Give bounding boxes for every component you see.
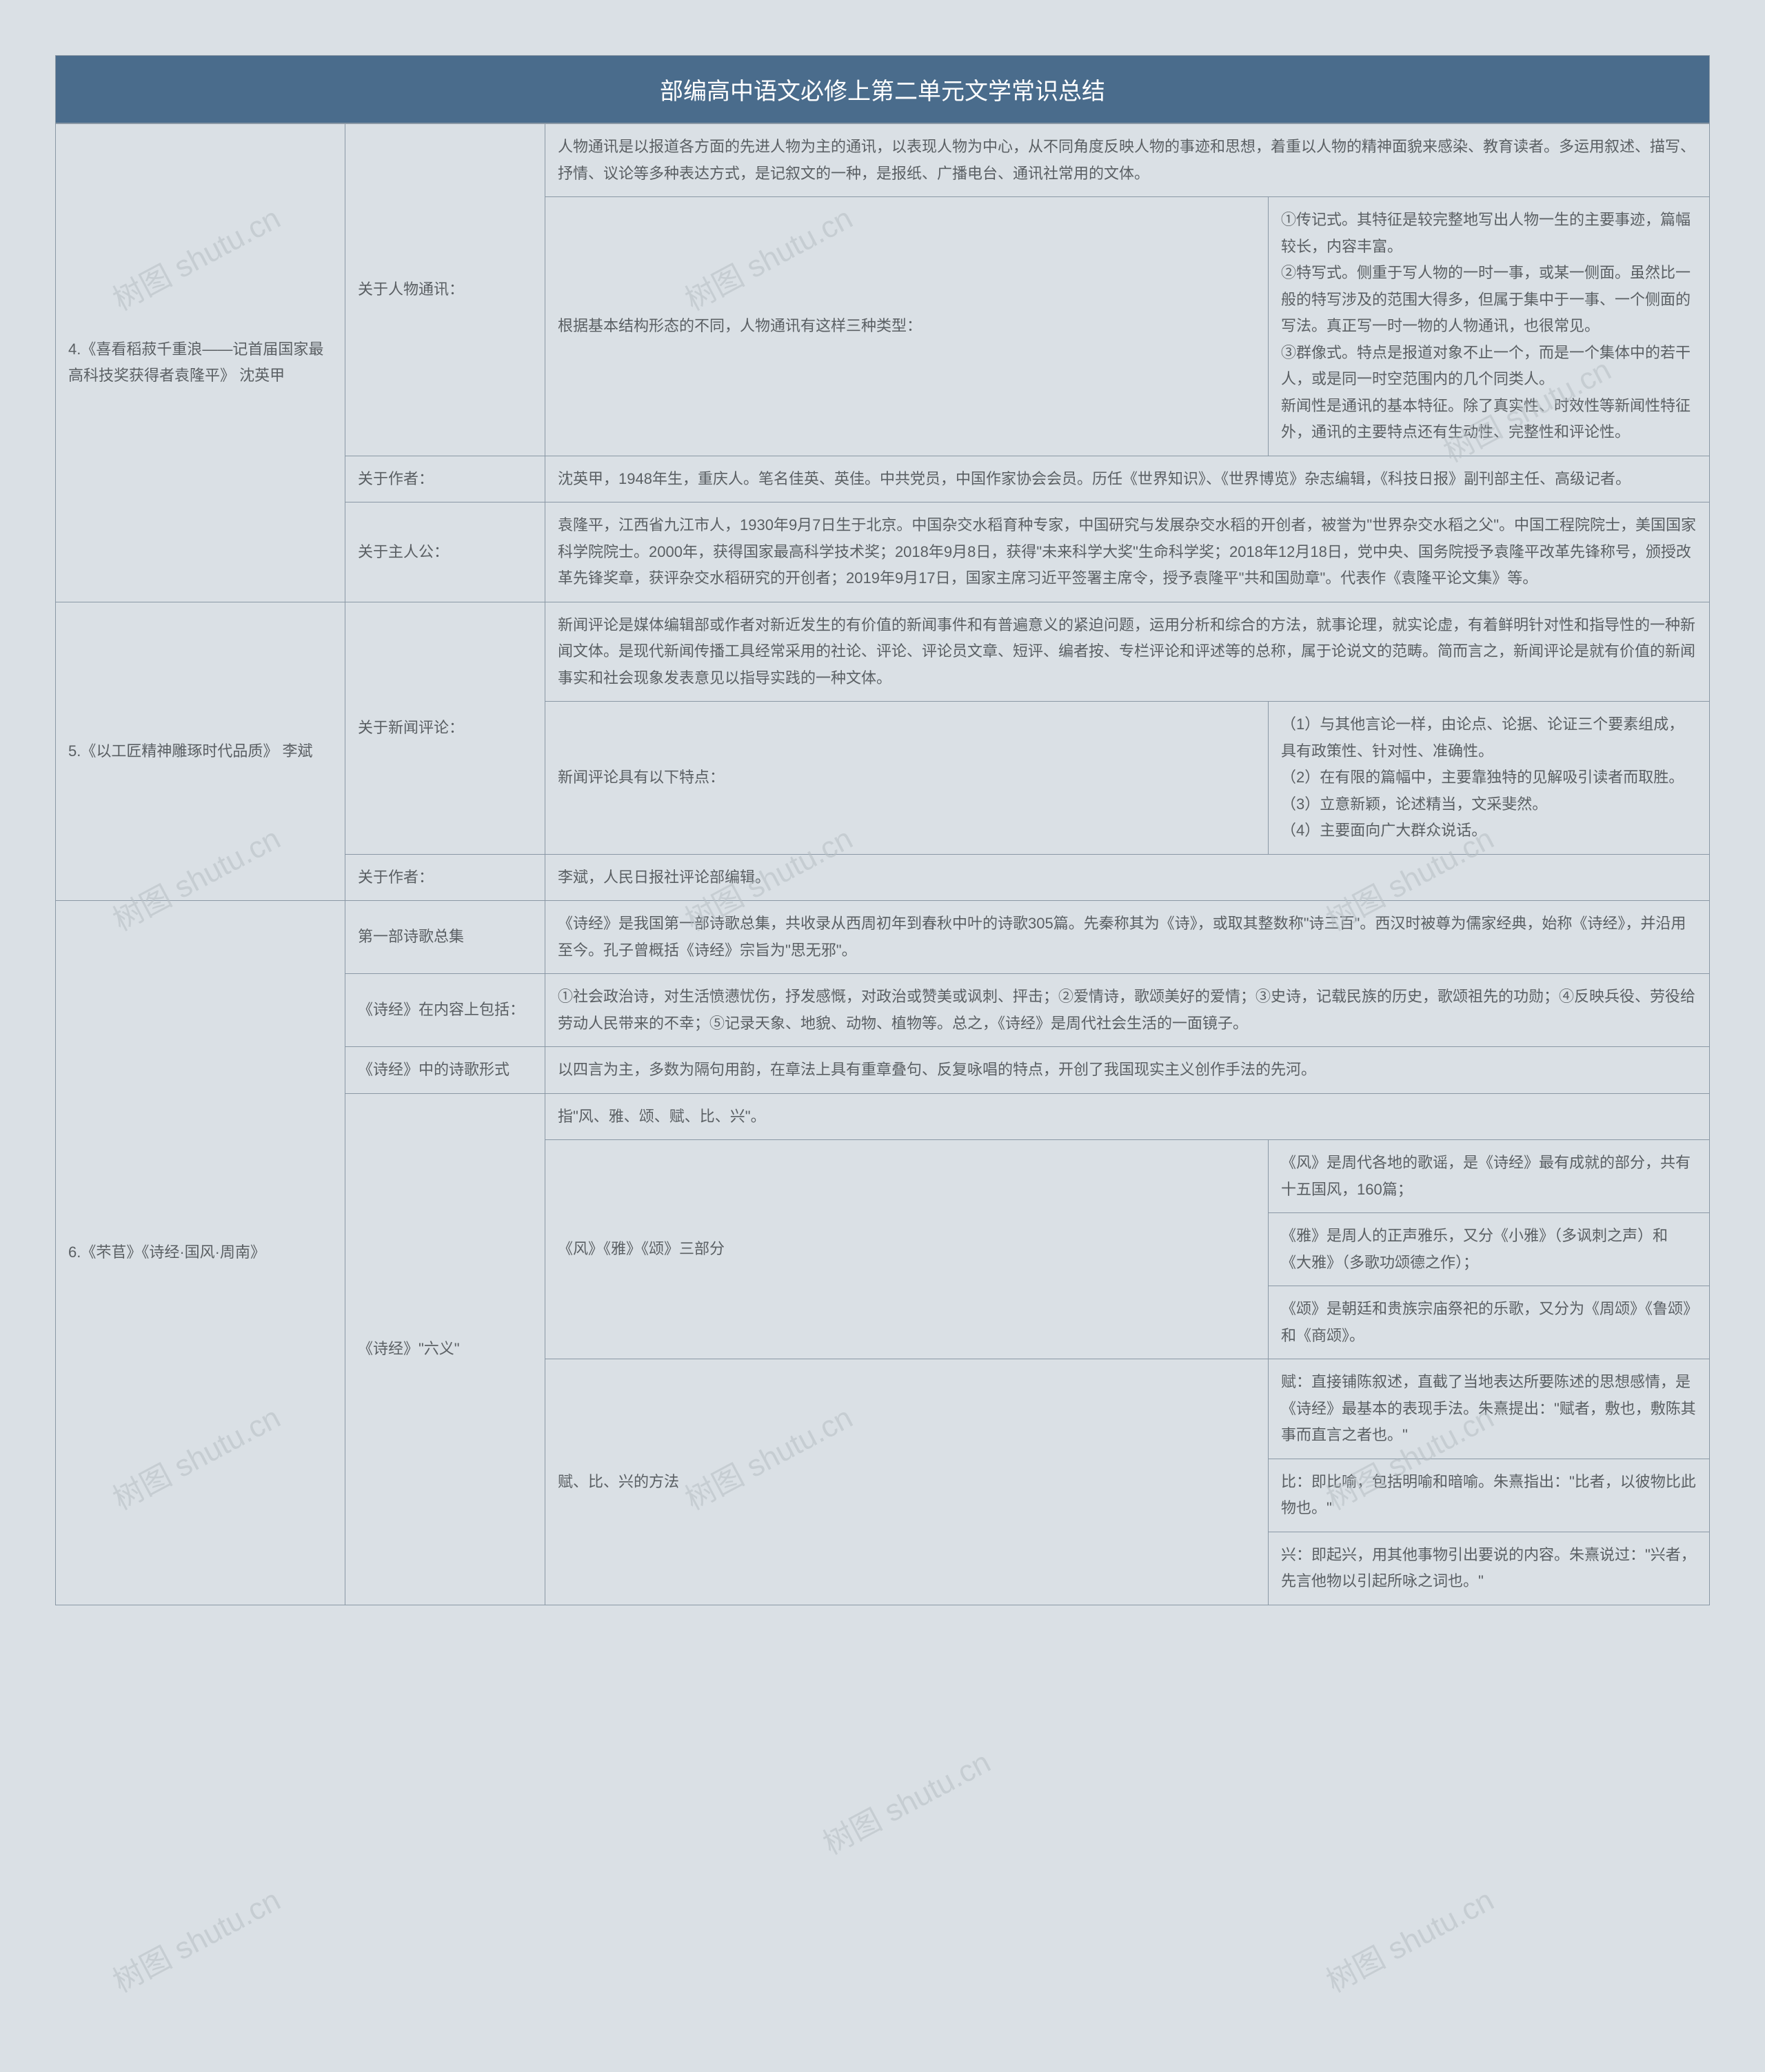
sec6-fyc-ya: 《雅》是周人的正声雅乐，又分《小雅》（多讽刺之声）和《大雅》（多歌功颂德之作）； [1268, 1213, 1709, 1286]
watermark: 树图 shutu.cn [104, 1876, 287, 2001]
sec6-fyc-label: 《风》《雅》《颂》三部分 [545, 1140, 1269, 1359]
sec4-r2-label: 关于作者： [345, 456, 545, 502]
sec4-heading: 4.《喜看稻菽千重浪——记首届国家最高科技奖获得者袁隆平》 沈英甲 [56, 124, 345, 602]
sec6-liu-intro: 指"风、雅、颂、赋、比、兴"。 [545, 1093, 1710, 1140]
sec6-r3-label: 《诗经》中的诗歌形式 [345, 1047, 545, 1094]
sec4-r3-text: 袁隆平，江西省九江市人，1930年9月7日生于北京。中国杂交水稻育种专家，中国研… [545, 502, 1710, 602]
sec6-r1-text: 《诗经》是我国第一部诗歌总集，共收录从西周初年到春秋中叶的诗歌305篇。先秦称其… [545, 901, 1710, 974]
sec5-r2-label: 关于作者： [345, 854, 545, 901]
content-table: 4.《喜看稻菽千重浪——记首届国家最高科技奖获得者袁隆平》 沈英甲 关于人物通讯… [55, 123, 1710, 1605]
sec6-fyc-feng: 《风》是周代各地的歌谣，是《诗经》最有成就的部分，共有十五国风，160篇； [1268, 1140, 1709, 1213]
sec4-r1-label: 关于人物通讯： [345, 124, 545, 456]
sec4-r2-text: 沈英甲，1948年生，重庆人。笔名佳英、英佳。中共党员，中国作家协会会员。历任《… [545, 456, 1710, 502]
watermark: 树图 shutu.cn [1318, 1876, 1500, 2001]
sec6-heading: 6.《芣苢》《诗经·国风·周南》 [56, 901, 345, 1605]
sec4-r1-types-label: 根据基本结构形态的不同，人物通讯有这样三种类型： [545, 197, 1269, 456]
watermark: 树图 shutu.cn [814, 1738, 997, 1863]
page-root: 部编高中语文必修上第二单元文学常识总结 4.《喜看稻菽千重浪——记首届国家最高科… [55, 55, 1710, 1605]
sec6-r3-text: 以四言为主，多数为隔句用韵，在章法上具有重章叠句、反复咏唱的特点，开创了我国现实… [545, 1047, 1710, 1094]
sec6-fbx-label: 赋、比、兴的方法 [545, 1359, 1269, 1605]
sec4-r3-label: 关于主人公： [345, 502, 545, 602]
sec5-r1-feat-label: 新闻评论具有以下特点： [545, 702, 1269, 855]
sec6-r2-text: ①社会政治诗，对生活愤懑忧伤，抒发感慨，对政治或赞美或讽刺、抨击；②爱情诗，歌颂… [545, 974, 1710, 1047]
sec6-r2-label: 《诗经》在内容上包括： [345, 974, 545, 1047]
sec6-fbx-fu: 赋：直接铺陈叙述，直截了当地表达所要陈述的思想感情，是《诗经》最基本的表现手法。… [1268, 1359, 1709, 1459]
page-title: 部编高中语文必修上第二单元文学常识总结 [55, 55, 1710, 123]
sec5-heading: 5.《以工匠精神雕琢时代品质》 李斌 [56, 602, 345, 901]
sec6-r1-label: 第一部诗歌总集 [345, 901, 545, 974]
sec5-r1-intro: 新闻评论是媒体编辑部或作者对新近发生的有价值的新闻事件和有普遍意义的紧迫问题，运… [545, 602, 1710, 702]
sec5-r2-text: 李斌，人民日报社评论部编辑。 [545, 854, 1710, 901]
sec5-r1-label: 关于新闻评论： [345, 602, 545, 854]
sec6-fyc-song: 《颂》是朝廷和贵族宗庙祭祀的乐歌，又分为《周颂》《鲁颂》和《商颂》。 [1268, 1286, 1709, 1359]
sec6-liu-label: 《诗经》"六义" [345, 1093, 545, 1605]
sec6-fbx-bi: 比：即比喻，包括明喻和暗喻。朱熹指出："比者，以彼物比此物也。" [1268, 1459, 1709, 1532]
sec6-fbx-xing: 兴：即起兴，用其他事物引出要说的内容。朱熹说过："兴者，先言他物以引起所咏之词也… [1268, 1532, 1709, 1605]
sec4-r1-intro: 人物通讯是以报道各方面的先进人物为主的通讯，以表现人物为中心，从不同角度反映人物… [545, 124, 1710, 197]
sec4-r1-types-detail: ①传记式。其特征是较完整地写出人物一生的主要事迹，篇幅较长，内容丰富。 ②特写式… [1268, 197, 1709, 456]
sec5-r1-feat-detail: （1）与其他言论一样，由论点、论据、论证三个要素组成，具有政策性、针对性、准确性… [1268, 702, 1709, 855]
